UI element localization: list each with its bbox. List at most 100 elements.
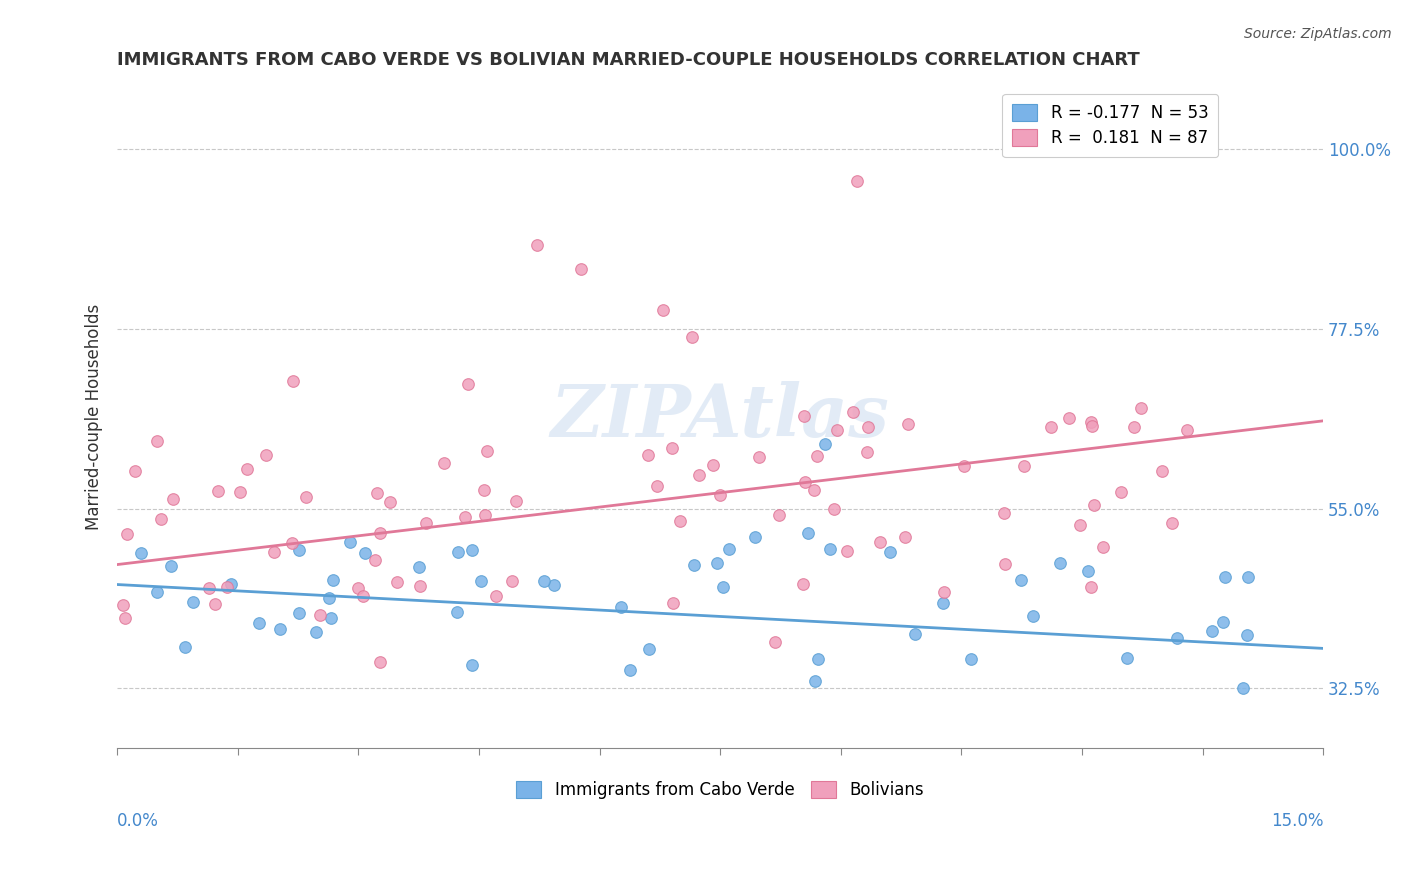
Point: [433, 456, 456, 470]
Point: [280, 536, 302, 550]
Point: [932, 584, 955, 599]
Point: [288, 606, 311, 620]
Point: [368, 655, 391, 669]
Point: [477, 443, 499, 458]
Point: [111, 598, 134, 612]
Point: [115, 527, 138, 541]
Point: [1150, 464, 1173, 478]
Point: [543, 578, 565, 592]
Y-axis label: Married-couple Households: Married-couple Households: [86, 304, 103, 530]
Point: [1237, 570, 1260, 584]
Point: [1021, 609, 1043, 624]
Point: [114, 611, 136, 625]
Point: [174, 640, 197, 655]
Point: [181, 595, 204, 609]
Point: [385, 574, 408, 589]
Point: [1122, 419, 1144, 434]
Point: [1059, 411, 1081, 425]
Point: [318, 591, 340, 605]
Point: [1215, 570, 1237, 584]
Point: [219, 576, 242, 591]
Point: [994, 557, 1017, 571]
Point: [229, 485, 252, 500]
Point: [322, 573, 344, 587]
Point: [415, 516, 437, 530]
Point: [308, 607, 330, 622]
Point: [651, 302, 673, 317]
Point: [856, 445, 879, 459]
Point: [472, 483, 495, 497]
Point: [763, 635, 786, 649]
Point: [366, 486, 388, 500]
Text: Source: ZipAtlas.com: Source: ZipAtlas.com: [1244, 27, 1392, 41]
Point: [447, 545, 470, 559]
Point: [339, 535, 361, 549]
Point: [820, 541, 842, 556]
Point: [869, 535, 891, 549]
Point: [461, 542, 484, 557]
Point: [841, 405, 863, 419]
Point: [269, 622, 291, 636]
Point: [485, 589, 508, 603]
Point: [879, 545, 901, 559]
Point: [637, 448, 659, 462]
Point: [1116, 650, 1139, 665]
Point: [797, 525, 820, 540]
Point: [619, 663, 641, 677]
Point: [807, 652, 830, 666]
Point: [747, 450, 769, 465]
Point: [150, 512, 173, 526]
Point: [408, 579, 430, 593]
Point: [1166, 631, 1188, 645]
Point: [474, 508, 496, 522]
Point: [806, 449, 828, 463]
Point: [683, 558, 706, 572]
Point: [236, 462, 259, 476]
Point: [368, 525, 391, 540]
Point: [896, 417, 918, 432]
Point: [1081, 418, 1104, 433]
Point: [681, 329, 703, 343]
Point: [856, 419, 879, 434]
Point: [305, 624, 328, 639]
Point: [709, 488, 731, 502]
Point: [347, 582, 370, 596]
Point: [894, 530, 917, 544]
Point: [256, 448, 278, 462]
Legend: Immigrants from Cabo Verde, Bolivians: Immigrants from Cabo Verde, Bolivians: [509, 774, 931, 806]
Point: [959, 651, 981, 665]
Point: [823, 501, 845, 516]
Point: [263, 545, 285, 559]
Text: IMMIGRANTS FROM CABO VERDE VS BOLIVIAN MARRIED-COUPLE HOUSEHOLDS CORRELATION CHA: IMMIGRANTS FROM CABO VERDE VS BOLIVIAN M…: [117, 51, 1140, 69]
Point: [454, 509, 477, 524]
Point: [461, 658, 484, 673]
Point: [1083, 498, 1105, 512]
Point: [669, 515, 692, 529]
Point: [160, 559, 183, 574]
Point: [446, 605, 468, 619]
Point: [249, 616, 271, 631]
Point: [1012, 458, 1035, 473]
Point: [569, 262, 592, 277]
Point: [904, 627, 927, 641]
Point: [146, 434, 169, 448]
Point: [281, 374, 304, 388]
Point: [1010, 573, 1032, 587]
Point: [353, 546, 375, 560]
Point: [845, 174, 868, 188]
Point: [804, 673, 827, 688]
Point: [835, 544, 858, 558]
Point: [1129, 401, 1152, 416]
Point: [319, 611, 342, 625]
Point: [637, 641, 659, 656]
Point: [1080, 580, 1102, 594]
Point: [792, 576, 814, 591]
Point: [952, 458, 974, 473]
Text: ZIPAtlas: ZIPAtlas: [551, 382, 890, 452]
Point: [661, 441, 683, 455]
Point: [1232, 681, 1254, 695]
Point: [662, 596, 685, 610]
Point: [526, 238, 548, 252]
Point: [793, 475, 815, 489]
Point: [744, 530, 766, 544]
